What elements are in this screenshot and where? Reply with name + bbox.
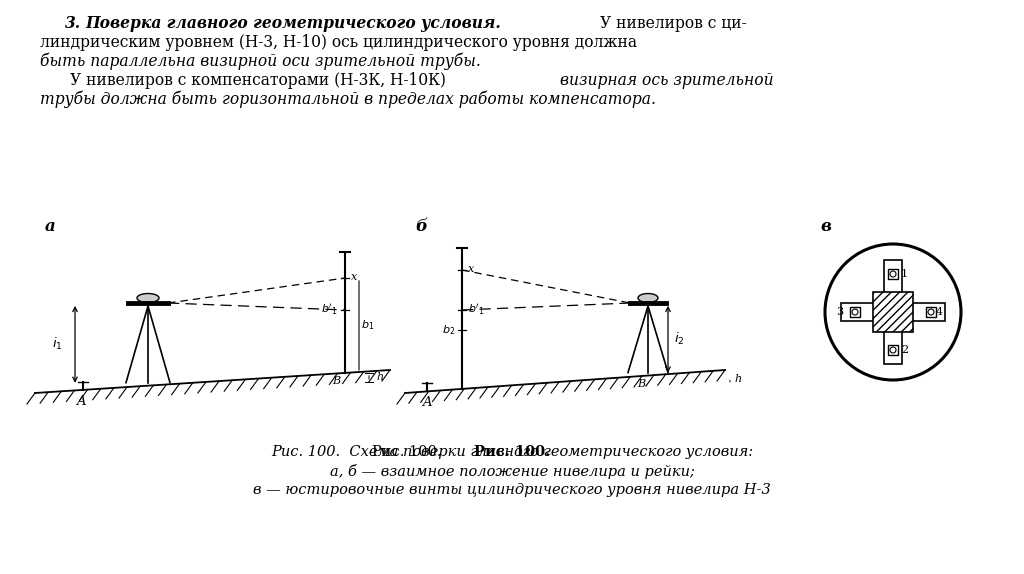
- Text: 2: 2: [901, 345, 908, 355]
- Circle shape: [890, 271, 896, 277]
- Text: $b_2$: $b_2$: [441, 323, 455, 337]
- Ellipse shape: [137, 293, 159, 302]
- Text: $i_1$: $i_1$: [52, 336, 63, 352]
- Text: Рис. 100.: Рис. 100.: [372, 445, 441, 459]
- Text: линдрическим уровнем (Н-3, Н-10) ось цилиндрического уровня должна: линдрическим уровнем (Н-3, Н-10) ось цил…: [40, 34, 637, 51]
- Bar: [884, 260, 902, 364]
- Text: в — юстировочные винты цилиндрического уровня нивелира Н-3: в — юстировочные винты цилиндрического у…: [253, 483, 771, 497]
- Circle shape: [890, 347, 896, 353]
- Text: трубы должна быть горизонтальной в пределах работы компенсатора.: трубы должна быть горизонтальной в преде…: [40, 91, 656, 108]
- Text: $i_2$: $i_2$: [674, 331, 685, 347]
- Text: a: a: [45, 218, 55, 235]
- Text: B: B: [637, 378, 645, 389]
- Text: $b_1$: $b_1$: [361, 319, 375, 332]
- Text: а, б — взаимное положение нивелира и рейки;: а, б — взаимное положение нивелира и рей…: [330, 464, 694, 479]
- Text: x: x: [468, 264, 474, 274]
- Bar: [926, 307, 936, 317]
- Text: A: A: [76, 395, 86, 408]
- Ellipse shape: [638, 293, 658, 302]
- Text: Рис. 100.: Рис. 100.: [474, 445, 550, 459]
- Text: визирная ось зрительной: визирная ось зрительной: [560, 72, 773, 89]
- Circle shape: [852, 309, 858, 315]
- Bar: [873, 292, 913, 332]
- Text: б: б: [415, 218, 427, 235]
- Bar: [888, 345, 898, 355]
- Text: A: A: [422, 397, 432, 409]
- Text: h: h: [376, 373, 383, 382]
- Text: h: h: [734, 374, 741, 384]
- Text: У нивелиров с компенсаторами (Н-3К, Н-10К): У нивелиров с компенсаторами (Н-3К, Н-10…: [70, 72, 446, 89]
- Text: У нивелиров с ци-: У нивелиров с ци-: [600, 15, 746, 32]
- Text: 3.: 3.: [65, 15, 81, 32]
- Text: Рис. 100.  Схема поверки главного геометрического условия:: Рис. 100. Схема поверки главного геометр…: [271, 445, 753, 459]
- Text: Поверка главного геометрического условия.: Поверка главного геометрического условия…: [85, 15, 501, 32]
- Text: 4: 4: [936, 307, 943, 317]
- Bar: [888, 269, 898, 279]
- Text: быть параллельна визирной оси зрительной трубы.: быть параллельна визирной оси зрительной…: [40, 53, 480, 71]
- Text: $b'_1$: $b'_1$: [468, 302, 484, 317]
- Text: в: в: [820, 218, 830, 235]
- Circle shape: [825, 244, 961, 380]
- Circle shape: [928, 309, 934, 315]
- Text: x: x: [351, 272, 357, 282]
- Bar: [841, 303, 945, 321]
- Text: B: B: [332, 376, 340, 386]
- Text: 1: 1: [901, 269, 908, 279]
- Bar: [850, 307, 860, 317]
- Text: 3: 3: [836, 307, 843, 317]
- Text: $b'_1$: $b'_1$: [322, 302, 338, 317]
